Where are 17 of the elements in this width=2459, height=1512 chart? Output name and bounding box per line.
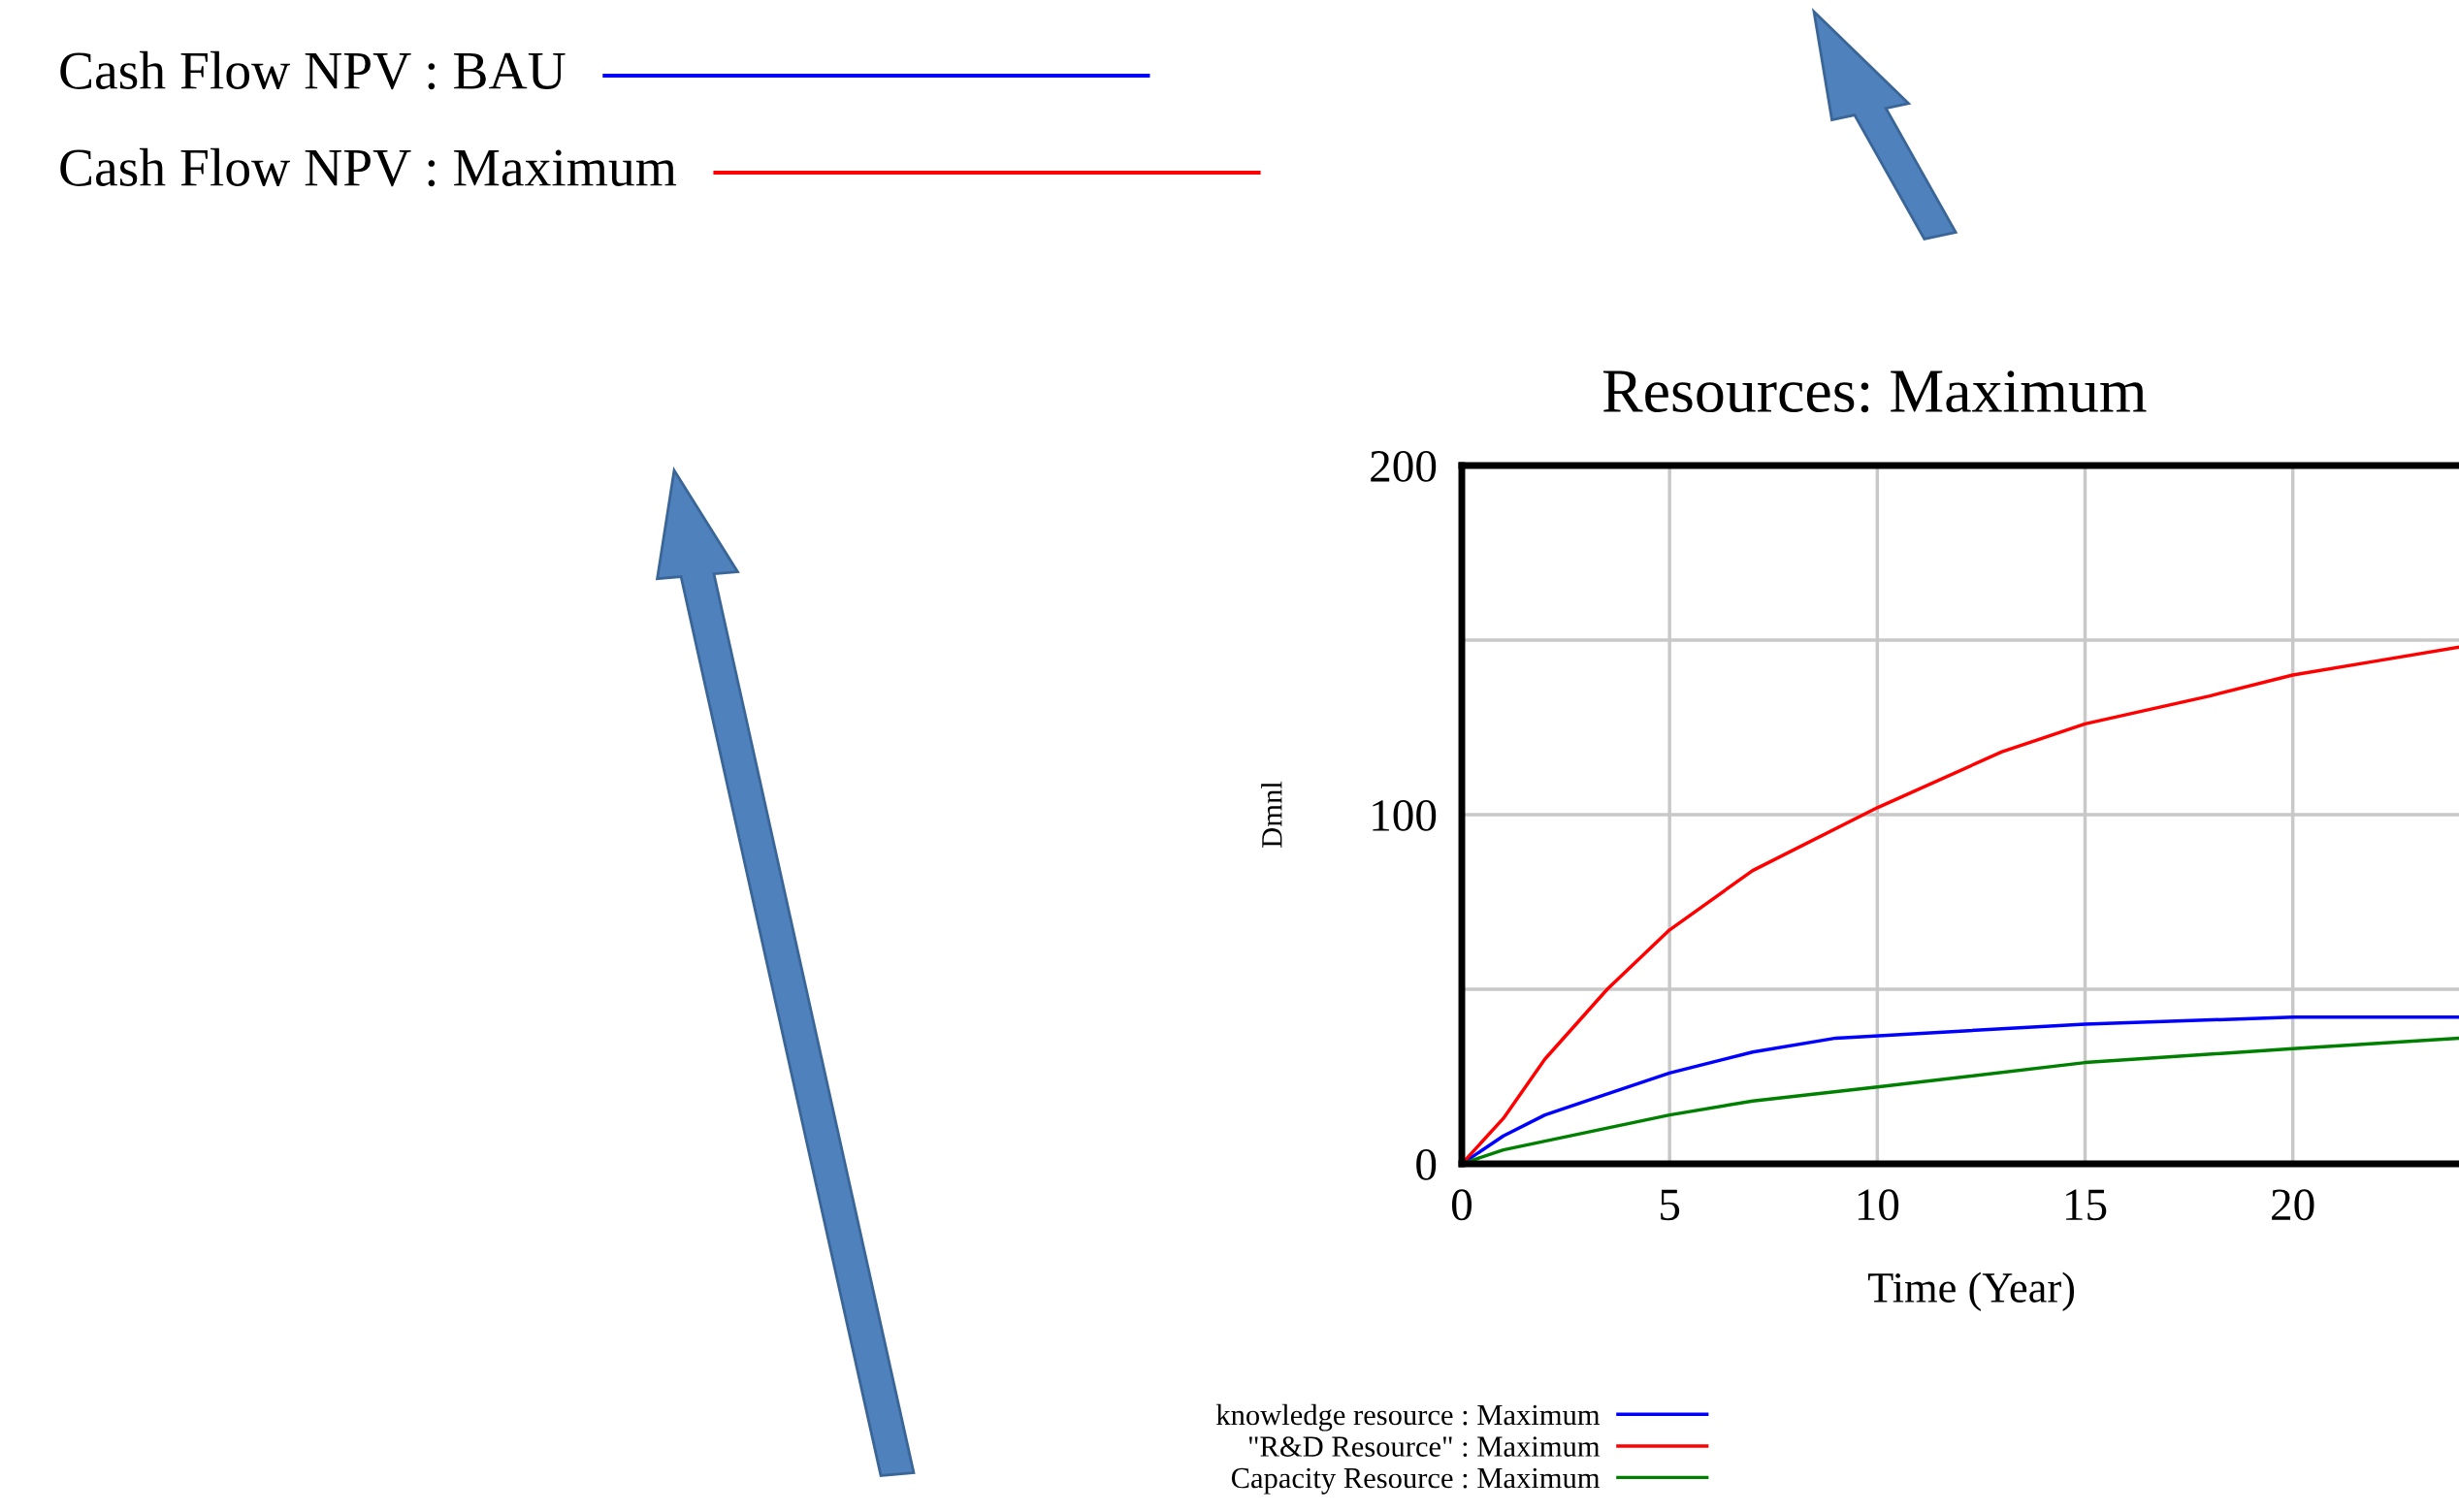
y-tick-label: 100 (1373, 799, 1437, 831)
legend-label: knowledge resource : Maximum (1215, 1403, 1601, 1432)
chart-title: Resources: Maximum (1602, 370, 2147, 413)
x-tick-label: 20 (2272, 1189, 2314, 1221)
x-tick-label: 0 (1451, 1189, 1472, 1221)
y-tick-label: 200 (1371, 450, 1437, 482)
x-tick-label: 15 (2066, 1189, 2107, 1221)
text: Cash Flow NPV : BAU (60, 50, 566, 90)
legend-label: Capacity Resource : Maximum (1231, 1467, 1601, 1495)
y-axis-title: Dmnl (1261, 781, 1282, 848)
text: Cash Flow NPV : Maximum (60, 147, 677, 187)
line-series (1462, 645, 2459, 1164)
legend-label: "R&D Resource" : Maximum (1248, 1436, 1601, 1458)
x-tick-label: 10 (1858, 1189, 1899, 1221)
y-tick-label: 0 (1416, 1148, 1437, 1180)
x-tick-label: 5 (1661, 1189, 1680, 1221)
x-axis-title: Time (Year) (1867, 1271, 2075, 1311)
